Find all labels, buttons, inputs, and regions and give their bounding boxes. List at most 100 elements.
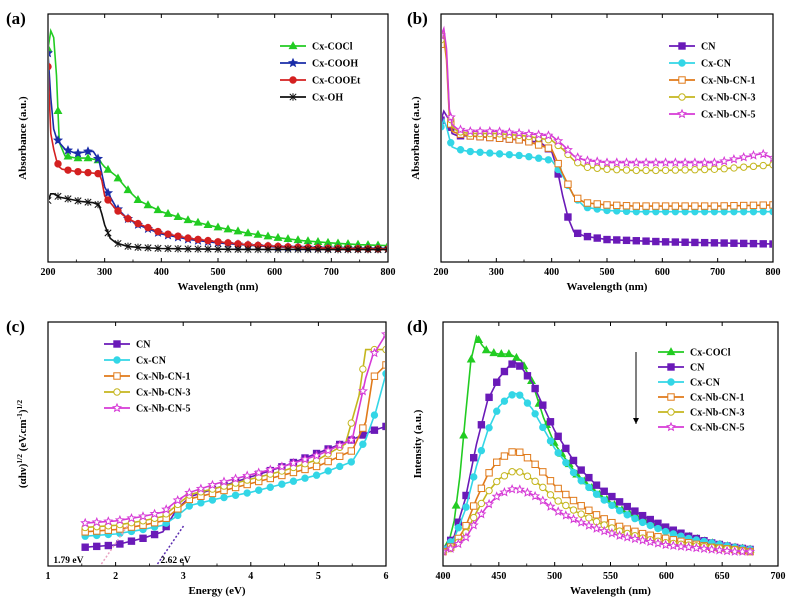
annotations: 1.79 eV 2.62 eV bbox=[53, 525, 191, 566]
data-point-cx-cn bbox=[312, 471, 321, 479]
data-point-cx-oh bbox=[294, 245, 302, 254]
data-point-cx-cooh bbox=[82, 146, 94, 156]
y-axis-title-superscript: 1/2 bbox=[15, 400, 24, 410]
data-point-cx-nb-cn-5 bbox=[670, 157, 681, 167]
data-point-cx-nb-cn-1 bbox=[500, 452, 509, 460]
data-point-cn bbox=[500, 367, 509, 376]
data-point-cx-nb-cn-5 bbox=[553, 506, 564, 516]
data-point-cn bbox=[691, 238, 699, 247]
data-point-cx-cn bbox=[197, 499, 205, 507]
data-point-cx-cn bbox=[505, 150, 514, 159]
data-point-cn bbox=[615, 498, 624, 506]
data-point-cx-cocl bbox=[466, 354, 476, 363]
legend-label: Cx-CN bbox=[136, 356, 167, 367]
data-point-cx-cn bbox=[493, 407, 501, 415]
data-point-cx-nb-cn-5 bbox=[357, 385, 368, 396]
data-point-cx-nb-cn-5 bbox=[218, 476, 229, 486]
data-point-cx-nb-cn-5 bbox=[346, 434, 357, 445]
data-point-cx-nb-cn-3 bbox=[730, 164, 738, 172]
x-tick-label: 400 bbox=[154, 267, 169, 278]
data-point-cx-nb-cn-5 bbox=[583, 520, 594, 530]
data-point-cx-cooet bbox=[74, 167, 82, 176]
data-point-cx-nb-cn-5 bbox=[455, 124, 466, 134]
data-point-cx-nb-cn-1 bbox=[740, 201, 748, 210]
data-point-cx-cn bbox=[546, 437, 555, 445]
data-point-cx-nb-cn-5 bbox=[172, 495, 183, 505]
data-point-cn bbox=[603, 235, 611, 244]
data-point-cx-cocl bbox=[163, 208, 173, 217]
data-point-cx-cocl bbox=[173, 212, 183, 221]
x-tick-label: 450 bbox=[491, 571, 506, 582]
legend-marker-cx-oh bbox=[289, 93, 297, 101]
data-point-cx-nb-cn-5 bbox=[265, 464, 276, 474]
data-point-cx-nb-cn-3 bbox=[470, 513, 478, 522]
data-point-cn bbox=[622, 236, 631, 245]
data-point-cn bbox=[583, 232, 592, 241]
data-point-cx-nb-cn-1 bbox=[574, 194, 582, 203]
data-point-cx-cn bbox=[266, 483, 274, 491]
data-point-cx-nb-cn-3 bbox=[632, 166, 640, 175]
data-point-cx-nb-cn-1 bbox=[661, 202, 670, 210]
data-point-cx-nb-cn-3 bbox=[759, 161, 767, 170]
data-point-cx-nb-cn-1 bbox=[720, 202, 728, 210]
chart-panel-1: (a) 200 300 400 500 600 700 800 Wavelength (nm) A… bbox=[6, 9, 396, 293]
data-point-cx-cooet bbox=[49, 63, 52, 71]
series-group bbox=[444, 334, 756, 556]
data-point-cx-cocl bbox=[183, 215, 193, 224]
data-point-cx-nb-cn-5 bbox=[288, 457, 299, 468]
data-point-cx-cn bbox=[470, 473, 478, 481]
x-tick-label: 5 bbox=[316, 571, 321, 582]
x-axis-title: Wavelength (nm) bbox=[567, 281, 648, 293]
data-point-cx-nb-cn-3 bbox=[603, 165, 611, 173]
data-point-cx-cn bbox=[289, 477, 298, 485]
data-point-cx-nb-cn-5 bbox=[592, 156, 603, 166]
data-point-cx-nb-cn-5 bbox=[80, 517, 91, 528]
data-point-cx-cocl bbox=[283, 234, 293, 242]
data-point-cx-oh bbox=[114, 239, 122, 248]
data-point-cx-nb-cn-3 bbox=[671, 166, 680, 174]
data-point-cx-nb-cn-5 bbox=[276, 461, 287, 471]
x-tick-label: 700 bbox=[710, 267, 725, 278]
data-point-cx-cocl bbox=[113, 173, 123, 182]
data-point-cx-cocl bbox=[103, 164, 113, 173]
series-line-cx-nb-cn-3 bbox=[85, 348, 385, 529]
data-point-cn bbox=[562, 444, 570, 453]
data-point-cx-nb-cn-5 bbox=[698, 543, 710, 554]
data-point-cx-nb-cn-1 bbox=[312, 462, 321, 471]
y-axis-title-part: ) bbox=[17, 409, 29, 413]
data-point-cx-oh bbox=[124, 242, 132, 251]
data-point-cx-cn bbox=[243, 489, 251, 497]
data-point-cn bbox=[150, 530, 159, 539]
data-point-cx-oh bbox=[64, 195, 72, 203]
data-point-cx-cn bbox=[569, 468, 578, 477]
data-point-cx-nb-cn-5 bbox=[738, 152, 749, 162]
data-point-cx-oh bbox=[174, 245, 182, 253]
data-point-cn bbox=[608, 492, 616, 501]
x-tick-label: 4 bbox=[248, 571, 253, 582]
data-point-cx-nb-cn-1 bbox=[554, 159, 562, 168]
data-point-cx-cn bbox=[577, 476, 585, 485]
data-point-cx-nb-cn-3 bbox=[531, 477, 539, 486]
data-point-cx-nb-cn-5 bbox=[745, 546, 756, 556]
data-point-cx-nb-cn-1 bbox=[531, 460, 539, 469]
data-point-cx-nb-cn-3 bbox=[554, 497, 562, 505]
data-point-cx-cn bbox=[208, 496, 217, 504]
data-point-cx-cocl bbox=[504, 349, 514, 358]
data-point-cx-nb-cn-1 bbox=[759, 201, 767, 209]
data-point-cx-cocl bbox=[223, 224, 233, 233]
data-point-cn bbox=[93, 542, 101, 551]
data-point-cx-nb-cn-1 bbox=[585, 506, 593, 514]
data-point-cx-cocl bbox=[143, 200, 153, 209]
data-point-cx-cooh bbox=[73, 148, 83, 158]
data-point-cn bbox=[569, 456, 578, 465]
data-point-cx-cocl bbox=[253, 229, 263, 238]
data-point-cn bbox=[116, 540, 124, 548]
panel-letter: (d) bbox=[407, 317, 428, 336]
data-point-cx-nb-cn-1 bbox=[539, 468, 547, 476]
data-point-cx-nb-cn-5 bbox=[514, 127, 525, 138]
data-point-cx-nb-cn-3 bbox=[516, 468, 524, 476]
data-point-cx-oh bbox=[254, 245, 262, 254]
series-group bbox=[80, 331, 385, 551]
series-cx-oh bbox=[49, 192, 387, 254]
